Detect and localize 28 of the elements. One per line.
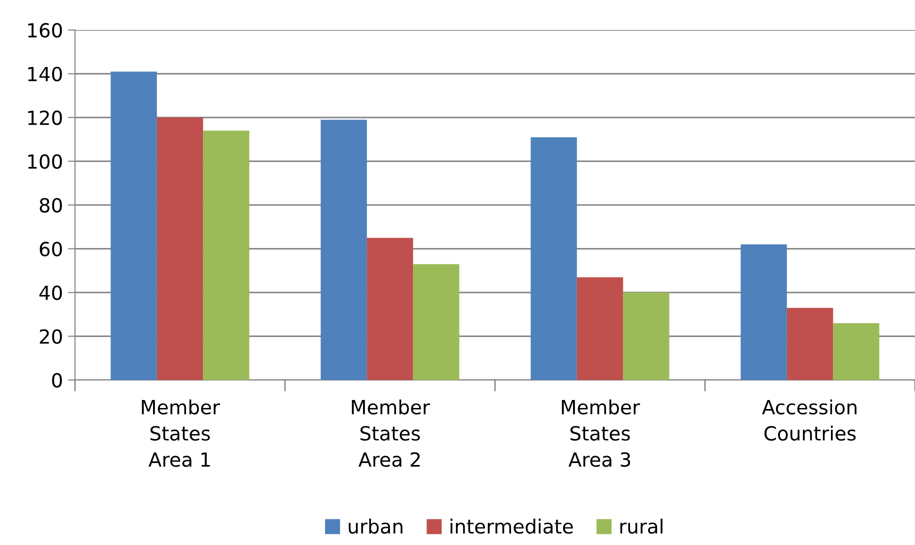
bar — [413, 264, 460, 380]
x-tick-label: Member States Area 3 — [562, 399, 640, 467]
bar — [833, 323, 880, 380]
y-tick-label: 140 — [28, 66, 62, 82]
x-tick-label: Accession Countries — [762, 399, 856, 441]
x-tick-label: Member States Area 2 — [352, 399, 430, 467]
bar — [320, 120, 367, 380]
y-tick-label: 80 — [40, 198, 62, 213]
legend-label: intermediate — [450, 518, 573, 534]
x-tick-label: Member States Area 1 — [142, 399, 220, 467]
bar — [156, 118, 204, 380]
bar — [786, 308, 834, 380]
bar — [576, 277, 624, 380]
bar — [110, 72, 157, 380]
y-tick-label: 40 — [39, 285, 62, 300]
y-tick-label: 0 — [52, 372, 62, 388]
bar — [740, 244, 787, 380]
y-tick-label: 160 — [28, 22, 62, 38]
bar — [366, 238, 414, 380]
y-tick-label: 60 — [40, 242, 62, 256]
legend-label: rural — [620, 518, 662, 534]
y-tick-label: 100 — [28, 154, 62, 169]
y-tick-label: 20 — [40, 329, 62, 344]
bar — [530, 137, 577, 380]
legend-label: urban — [348, 518, 402, 534]
bar — [623, 292, 670, 380]
bar — [203, 130, 250, 380]
y-tick-label: 120 — [28, 110, 62, 126]
